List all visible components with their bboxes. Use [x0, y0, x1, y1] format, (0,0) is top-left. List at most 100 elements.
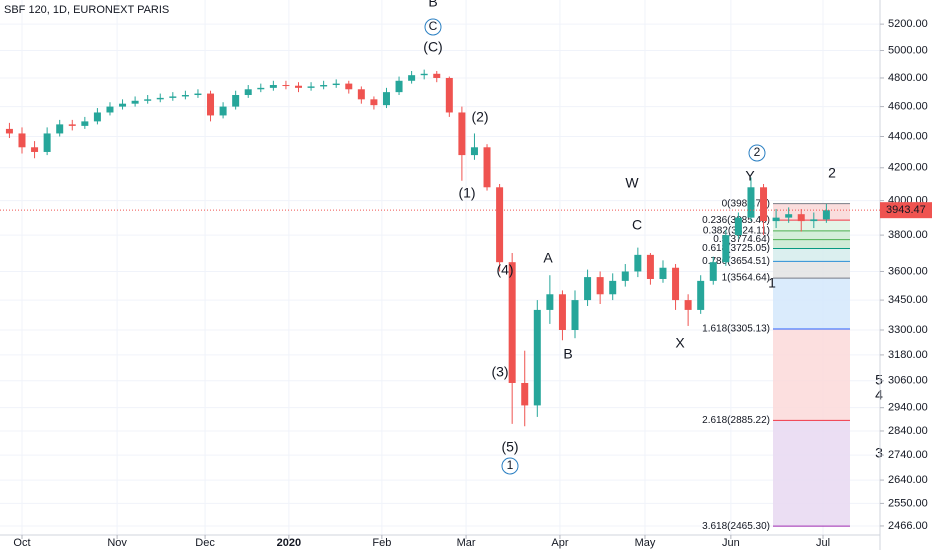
candle-body [483, 147, 491, 188]
fib-zone [773, 328, 850, 421]
wave-label: X [675, 335, 685, 351]
candle-body [382, 92, 390, 106]
wave-label: (1) [458, 185, 475, 201]
candle-body [131, 100, 139, 104]
fib-zone [773, 261, 850, 279]
candle-body [458, 112, 466, 156]
fib-label: 2.618(2885.22) [702, 415, 770, 426]
wave-label: 2 [754, 145, 761, 159]
axes: 5200.00 5000.00 4800.00 4600.00 4400.00 4200.… [13, 18, 927, 549]
candle-body [760, 187, 768, 222]
x-tick-label: Apr [551, 537, 568, 549]
candle-body [244, 89, 252, 96]
candle-body [433, 73, 441, 78]
wave-circle [748, 144, 766, 162]
fib-label: 0.786(3654.51) [702, 256, 770, 267]
x-tick-label: Jul [816, 537, 830, 549]
y-tick-label: 3600.00 [888, 265, 928, 277]
candle-body [672, 267, 680, 301]
y-tick-label: 3300.00 [888, 324, 928, 336]
last-price-tag [880, 202, 932, 219]
candle-body [621, 271, 629, 281]
candle-body [194, 93, 202, 96]
fib-zone [773, 278, 850, 329]
candle-body [822, 210, 830, 220]
wave-label: Y [745, 168, 755, 184]
wave-label: C [429, 19, 438, 33]
y-tick-label: 4600.00 [888, 101, 928, 113]
candle-body [659, 267, 667, 279]
y-tick-label: 4400.00 [888, 130, 928, 142]
candle-body [81, 121, 89, 126]
candle-body [596, 277, 604, 295]
candle-body [508, 262, 516, 383]
candle-body [785, 214, 793, 218]
fib-label: 0.5(3774.64) [713, 234, 770, 245]
candle-body [558, 294, 566, 330]
wave-circle [501, 457, 519, 475]
candle-body [357, 89, 365, 100]
candle-body [56, 124, 64, 134]
y-tick-label: 2466.00 [888, 520, 928, 532]
y-tick-label: 4200.00 [888, 162, 928, 174]
wave-label: W [625, 175, 639, 191]
candle-body [772, 217, 780, 222]
candle-body [734, 217, 742, 236]
candle-body [709, 262, 717, 281]
candle-body [169, 96, 177, 98]
fib-zone [773, 220, 850, 231]
wave-label: C [632, 217, 642, 233]
fib-zone [773, 248, 850, 262]
candle-body [470, 147, 478, 156]
candle-body [496, 187, 504, 263]
y-tick-label: 2740.00 [888, 449, 928, 461]
candle-body [119, 103, 127, 107]
fib-zone [773, 203, 850, 221]
wave-label: B [428, 0, 437, 10]
wave-label: 3 [875, 445, 883, 461]
wave-label: (2) [471, 109, 488, 125]
candle-body [5, 128, 13, 134]
candle-body [408, 75, 416, 81]
candle-body [634, 254, 642, 272]
fib-zone [773, 239, 850, 249]
candle-body [93, 112, 101, 122]
candle-body [571, 300, 579, 330]
candle-body [106, 106, 114, 113]
candle-body [345, 83, 353, 90]
candle-body [18, 133, 26, 148]
wave-label: 5 [875, 372, 883, 388]
wave-label: (5) [501, 439, 518, 455]
x-tick-label: May [635, 537, 656, 549]
candle-body [722, 235, 730, 263]
y-tick-label: 5200.00 [888, 18, 928, 30]
wave-label: 1 [768, 275, 776, 291]
candle-body [420, 73, 428, 76]
wave-label: B [563, 346, 572, 362]
candle-body [232, 95, 240, 107]
candle-body [370, 99, 378, 106]
fib-label: 0(3981.76) [722, 198, 770, 209]
y-tick-label: 2640.00 [888, 474, 928, 486]
wave-label: (3) [491, 364, 508, 380]
candle-body [445, 77, 453, 113]
wave-label: 1 [507, 458, 514, 472]
chart-title: SBF 120, 1D, EURONEXT PARIS [4, 4, 169, 16]
wave-label: 2 [828, 165, 836, 181]
x-tick-label: Feb [372, 537, 391, 549]
candle-body [207, 93, 215, 116]
y-tick-label: 2840.00 [888, 425, 928, 437]
candle-body [609, 280, 617, 295]
candle-body [797, 214, 805, 222]
fib-label: 1.618(3305.13) [702, 324, 770, 335]
candle-body [307, 86, 315, 88]
candle-body [533, 309, 541, 406]
last-price-label: 3943.47 [886, 204, 926, 216]
candle-body [332, 83, 340, 86]
x-tick-label: Mar [457, 537, 476, 549]
candle-body [395, 80, 403, 93]
x-tick-label: 2020 [277, 537, 301, 549]
candle-body [546, 294, 554, 310]
